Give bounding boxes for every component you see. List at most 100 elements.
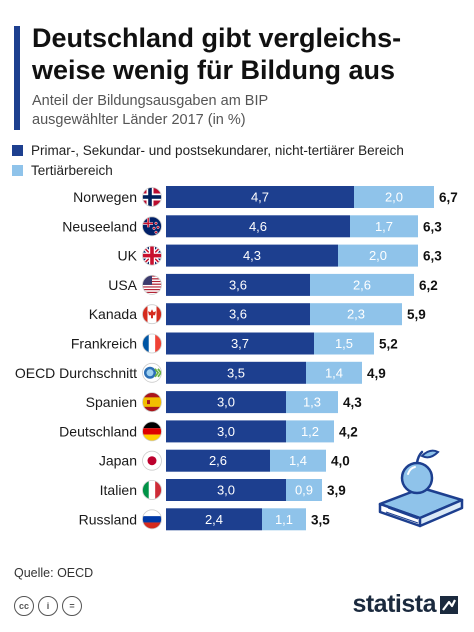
bar-primary [166,332,314,355]
chart-row: Frankreich 3,7 1,5 5,2 [71,332,398,355]
legend-label-tertiary: Tertiärbereich [31,162,113,178]
bar-total-label: 6,2 [419,278,438,293]
legend: Primar-, Sekundar- und postsekundarer, n… [12,140,462,180]
bar-total-label: 4,2 [339,424,358,439]
bar-tertiary [350,215,418,238]
bar-tertiary [270,449,326,472]
category-label: Neuseeland [62,218,137,234]
bar-total-label: 4,9 [367,366,386,381]
no-derivatives-icon: = [62,596,82,616]
bar-value-primary: 3,7 [231,336,249,351]
bar-value-tertiary: 2,0 [385,190,403,205]
bar-value-tertiary: 1,4 [325,365,343,380]
bar-total-label: 6,3 [423,219,442,234]
bar-value-primary: 4,6 [249,219,267,234]
bar-tertiary [306,361,362,384]
bar-value-tertiary: 0,9 [295,483,313,498]
chart-subtitle: Anteil der Bildungsausgaben am BIP ausge… [32,92,462,130]
bar-total-label: 5,9 [407,307,426,322]
flag-canada-icon [142,304,162,325]
category-label: Spanien [86,394,137,410]
bar-tertiary [310,303,402,326]
chart-row: Neuseeland 4,6 1,7 6,3 [62,215,442,238]
bar-total-label: 6,3 [423,249,442,264]
bar-primary [166,215,350,238]
bar-total-label: 6,7 [439,190,458,205]
bar-tertiary [310,273,414,296]
source-note: Quelle: OECD [14,566,94,580]
flag-uk-icon [142,245,162,266]
bar-tertiary [262,508,306,531]
bar-total-label: 5,2 [379,337,398,352]
category-label: Kanada [89,306,137,322]
bar-primary [166,273,310,296]
flag-usa-icon [142,274,162,295]
bar-tertiary [354,186,434,208]
category-label: UK [118,248,138,264]
bar-total-label: 3,5 [311,512,330,527]
bar-value-tertiary: 1,3 [303,395,321,410]
chart-row: Spanien 3,0 1,3 4,3 [86,391,362,414]
category-label: USA [108,277,137,293]
bar-value-primary: 3,5 [227,365,245,380]
chart-row: Norwegen 4,7 2,0 6,7 [73,186,458,208]
category-label: Norwegen [73,189,137,205]
bar-value-tertiary: 1,7 [375,219,393,234]
category-label: Russland [79,511,137,527]
bar-tertiary [286,391,338,414]
bar-primary [166,303,310,326]
statista-mark-icon [440,595,458,614]
bar-total-label: 3,9 [327,483,346,498]
category-label: Japan [99,453,137,469]
bar-value-primary: 3,6 [229,307,247,322]
bar-value-primary: 2,4 [205,512,223,527]
flag-japan-icon [142,450,162,471]
flag-germany-icon [142,421,162,442]
bar-value-primary: 4,3 [243,248,261,263]
bar-primary [166,244,338,267]
bar-value-tertiary: 1,4 [289,453,307,468]
bar-primary [166,361,306,384]
bar-value-tertiary: 1,5 [335,336,353,351]
book-apple-icon [378,449,464,528]
chart-row: OECD Durchschnitt 3,5 1,4 4,9 [15,361,386,384]
chart-row: USA 3,6 2,6 6,2 [108,273,438,296]
bar-value-tertiary: 1,2 [301,424,319,439]
bar-primary [166,391,286,414]
category-label: Italien [100,482,137,498]
chart-row: UK 4,3 2,0 6,3 [118,244,442,267]
flag-norway-icon [142,187,162,207]
cc-icon: cc [14,596,34,616]
bar-primary [166,449,270,472]
bar-value-tertiary: 1,1 [275,512,293,527]
chart-row: Russland 2,4 1,1 3,5 [79,508,330,531]
bar-total-label: 4,3 [343,395,362,410]
bar-value-primary: 2,6 [209,453,227,468]
license-icons: cc i = [14,596,82,616]
bar-tertiary [314,332,374,355]
bar-tertiary [286,420,334,443]
attribution-icon: i [38,596,58,616]
legend-swatch-primary [12,144,23,156]
bar-value-primary: 3,0 [217,483,235,498]
bar-value-primary: 3,6 [229,277,247,292]
flag-italy-icon [142,480,162,500]
chart-title: Deutschland gibt vergleichs- weise wenig… [32,22,462,86]
legend-item-primary: Primar-, Sekundar- und postsekundarer, n… [12,140,462,160]
bar-value-tertiary: 2,3 [347,307,365,322]
statista-logo[interactable]: statista [352,590,458,619]
bar-value-primary: 3,0 [217,424,235,439]
bar-primary [166,479,286,501]
legend-label-primary: Primar-, Sekundar- und postsekundarer, n… [31,142,404,158]
subtitle-line-1: Anteil der Bildungsausgaben am BIP [32,93,269,109]
bar-tertiary [338,244,418,267]
bar-value-primary: 3,0 [217,395,235,410]
bar-value-tertiary: 2,6 [353,277,371,292]
title-line-1: Deutschland gibt vergleichs- [32,23,402,53]
flag-russia-icon [142,509,162,530]
legend-item-tertiary: Tertiärbereich [12,160,462,180]
bar-value-primary: 4,7 [251,190,269,205]
category-label: Frankreich [71,336,137,352]
chart-row: Deutschland 3,0 1,2 4,2 [59,420,358,443]
